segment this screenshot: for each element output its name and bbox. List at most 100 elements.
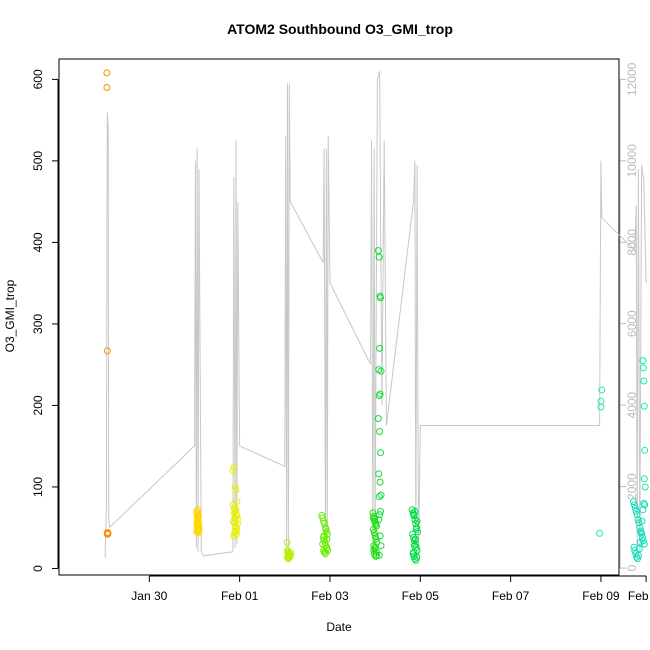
data-point (104, 529, 112, 537)
data-point (410, 534, 417, 541)
data-point (103, 84, 111, 91)
y2-tick-label: 8000 (625, 229, 639, 256)
data-point (632, 507, 640, 515)
data-point (376, 511, 384, 519)
data-point (377, 507, 384, 515)
data-point (232, 486, 240, 494)
data-point (640, 475, 648, 483)
x-tick-label: Feb 07 (492, 589, 530, 603)
data-point (630, 501, 638, 509)
data-point (377, 367, 385, 375)
data-point (411, 535, 419, 543)
data-point (376, 478, 384, 486)
data-point (411, 507, 419, 515)
y-tick-label: 400 (31, 232, 45, 252)
data-point (641, 501, 649, 509)
data-point (231, 529, 239, 537)
data-point (323, 535, 331, 543)
data-point (634, 555, 641, 563)
data-point (376, 532, 384, 540)
data-point (410, 511, 418, 519)
data-point (232, 506, 240, 514)
data-point (636, 524, 644, 532)
x-tick-label: Feb 09 (582, 589, 620, 603)
secondary-line-layer (104, 71, 647, 558)
data-point (631, 547, 639, 554)
data-point (634, 551, 642, 559)
data-point (193, 528, 201, 536)
data-point (377, 542, 385, 550)
data-point (375, 551, 383, 559)
plot-frame (58, 58, 620, 576)
y-tick-label: 200 (31, 395, 45, 415)
data-point (376, 428, 384, 435)
y2-tick-label: 2000 (625, 473, 639, 500)
data-point (374, 247, 382, 255)
data-point (641, 483, 649, 491)
data-point (640, 540, 648, 548)
data-point (373, 551, 380, 559)
data-point (413, 553, 421, 561)
data-point (376, 344, 384, 352)
data-point (229, 517, 237, 525)
data-point (413, 517, 421, 525)
data-point (639, 506, 647, 514)
data-point (639, 357, 647, 365)
axes-layer: Jan 30 Feb 01 Feb 03 Feb 05 Feb 07 Feb 09 Feb … (31, 62, 650, 603)
data-point (375, 253, 383, 261)
y2-tick-label: 10000 (625, 144, 639, 178)
data-point (283, 538, 291, 546)
data-point (369, 509, 377, 517)
data-point (641, 446, 649, 454)
data-point (103, 347, 111, 355)
y2-tick-label: 0 (625, 564, 639, 571)
data-point (195, 519, 202, 527)
data-point (230, 504, 238, 512)
data-point (375, 392, 383, 400)
data-point (322, 545, 330, 553)
data-point (630, 498, 637, 506)
y-axis-label: O3_GMI_trop (3, 279, 17, 352)
data-point (370, 542, 378, 550)
data-point (412, 556, 420, 564)
data-point (598, 386, 606, 394)
data-point (321, 548, 329, 556)
data-point (231, 483, 239, 491)
data-point (635, 545, 643, 553)
data-point (636, 538, 644, 546)
data-point (194, 526, 202, 534)
x-tick-label: Feb 01 (221, 589, 259, 603)
data-point (377, 491, 385, 499)
x-tick-label: Jan 30 (131, 589, 167, 603)
chart-title: ATOM2 Southbound O3_GMI_trop (227, 21, 453, 37)
data-point (284, 552, 292, 560)
data-point (371, 517, 379, 525)
data-point (410, 542, 418, 550)
x-tick-label: Feb 11 (628, 589, 650, 603)
data-point (375, 470, 383, 478)
data-point (193, 509, 201, 517)
y2-tick-label: 6000 (625, 310, 639, 337)
data-point (633, 511, 641, 519)
data-point (634, 516, 642, 524)
data-point (229, 467, 237, 475)
data-point (640, 402, 648, 410)
y-tick-label: 300 (31, 314, 45, 334)
data-point (103, 69, 111, 77)
x-tick-label: Feb 03 (311, 589, 349, 603)
data-point (319, 540, 327, 548)
data-point (194, 529, 202, 537)
x-axis-label: Date (326, 620, 352, 634)
data-point (371, 532, 379, 540)
data-point (232, 524, 240, 532)
data-point (411, 516, 419, 524)
y2-tick-label: 12000 (625, 62, 639, 96)
data-point (377, 294, 384, 302)
y-tick-label: 0 (31, 565, 45, 572)
data-point (230, 532, 238, 540)
data-point (370, 529, 378, 537)
data-point (637, 529, 645, 537)
data-point (194, 506, 202, 514)
data-point (638, 517, 646, 525)
